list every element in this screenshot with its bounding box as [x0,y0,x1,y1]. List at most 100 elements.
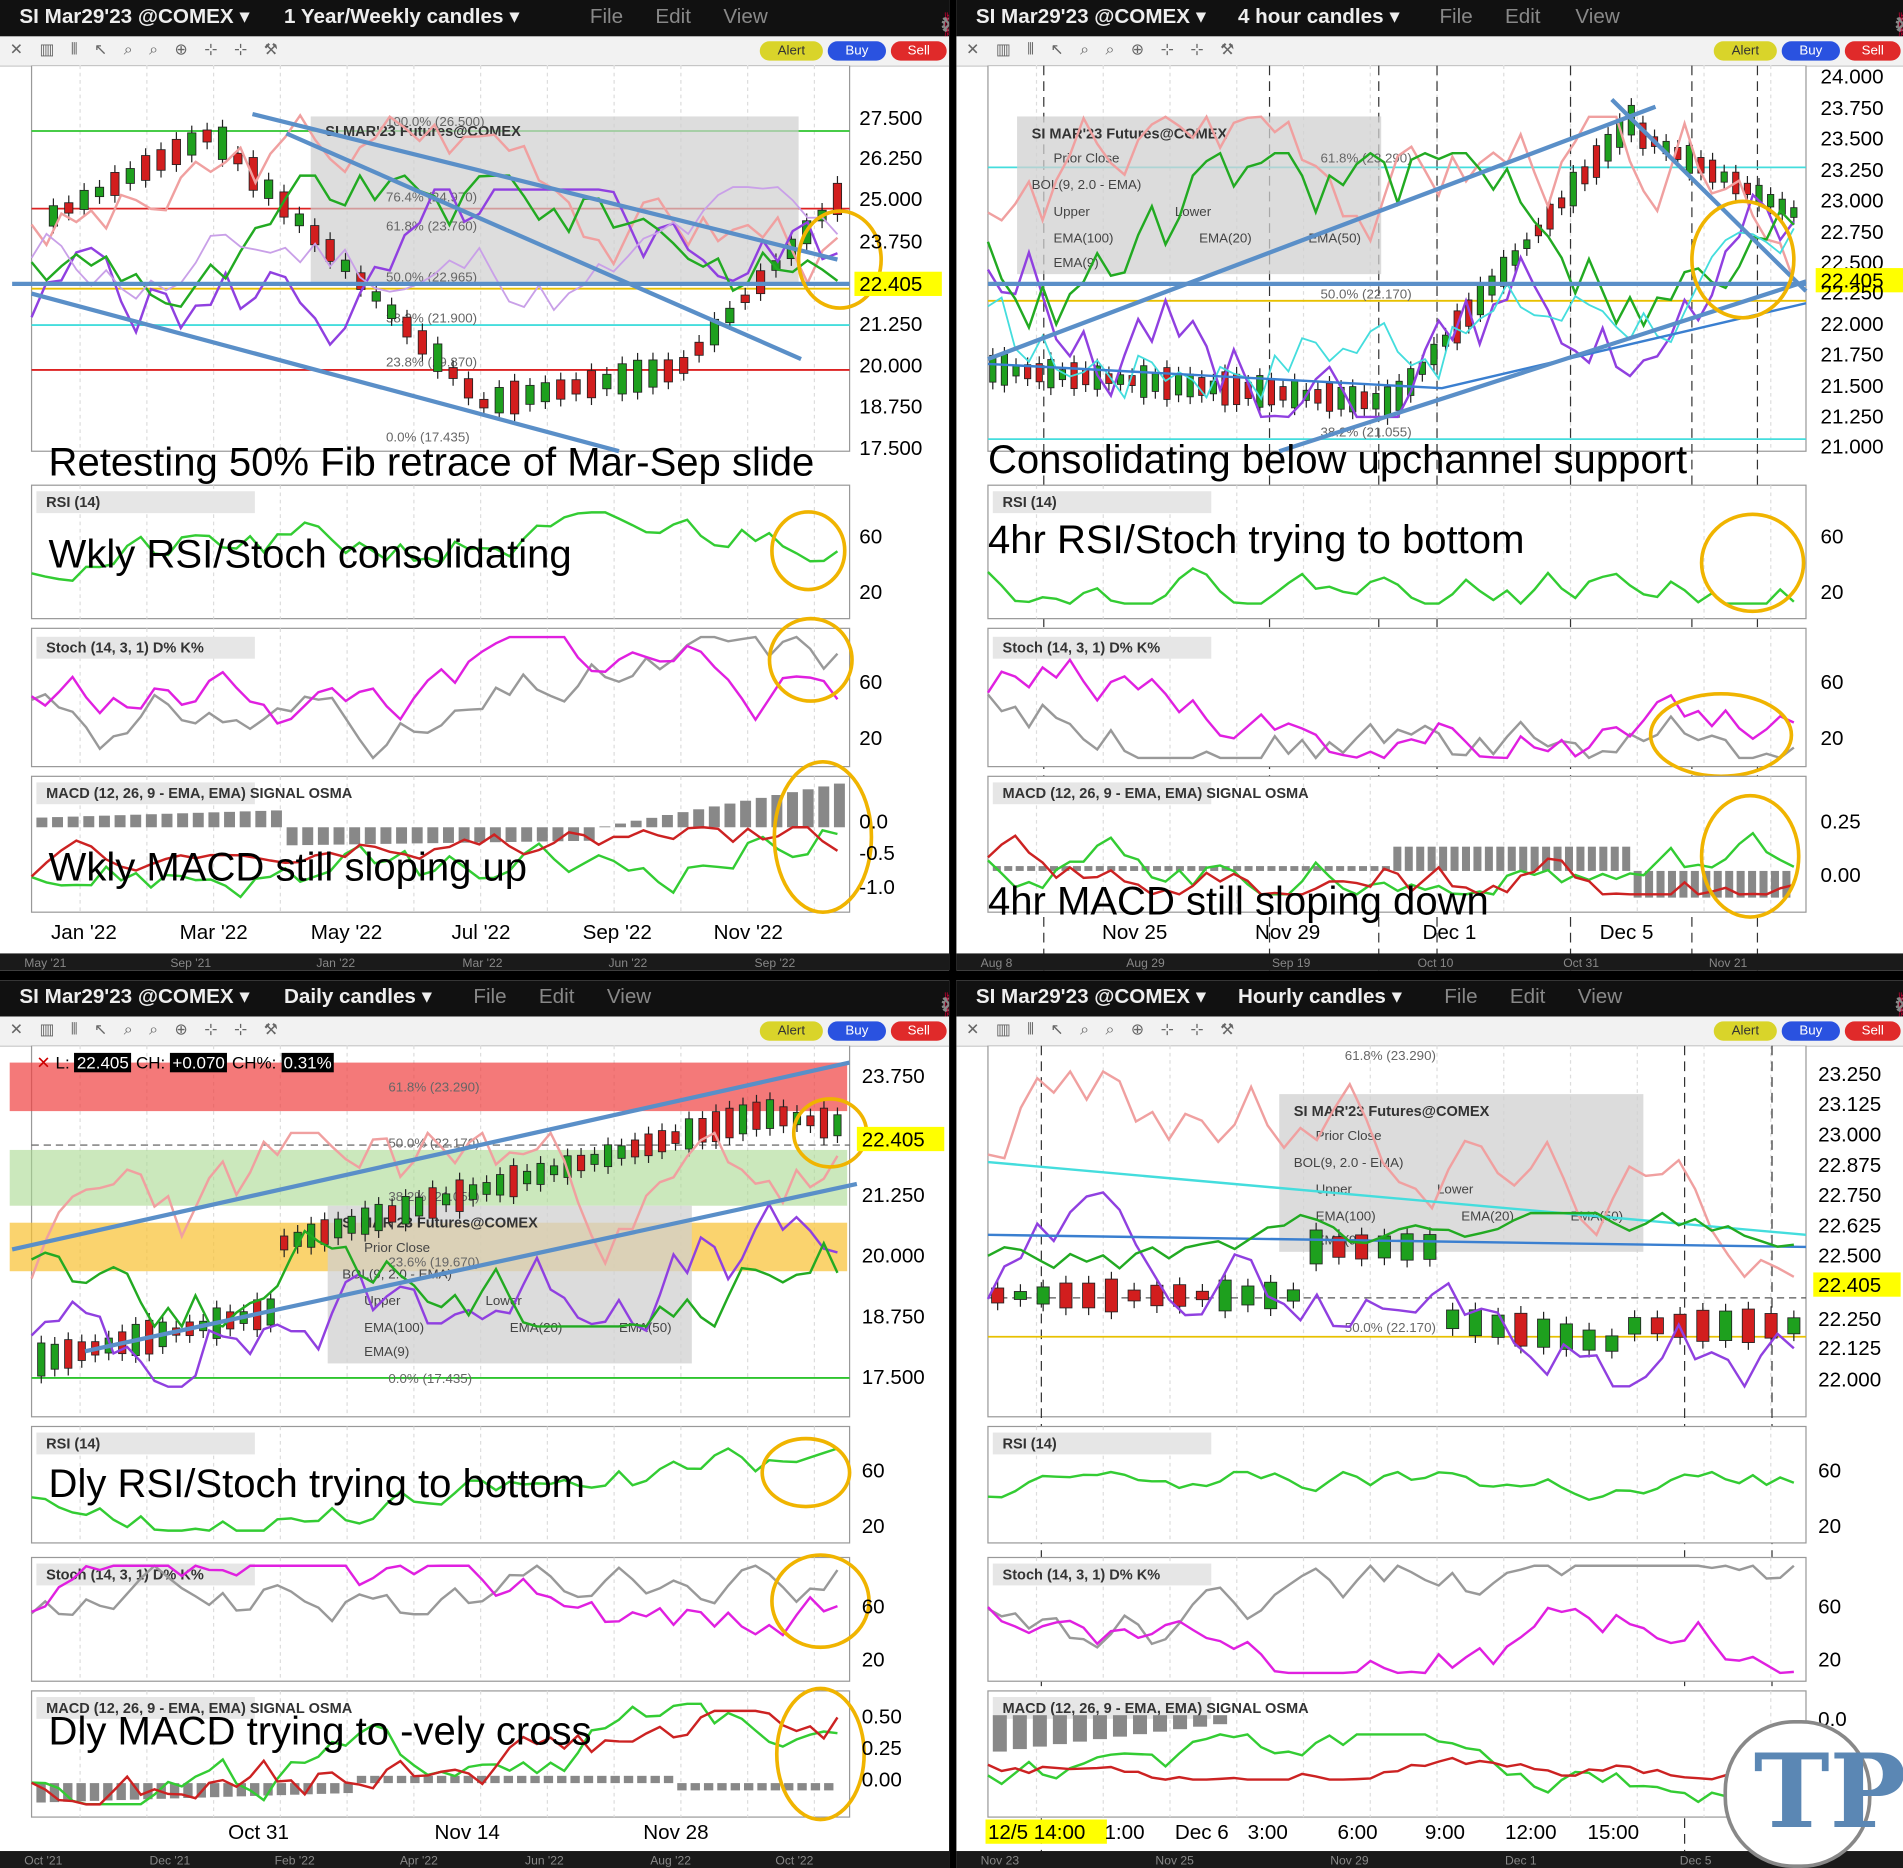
osma-bar [1015,866,1024,871]
osma-bar [1301,866,1310,871]
close-icon[interactable]: ✕ [939,10,949,40]
candle [556,379,566,400]
drawing-tools-icon[interactable]: ✕ ▥ ⫴ ↖ ⌕ ⌕ ⊕ ⊹ ⊹ ⚒ [966,1020,1241,1039]
rsi-y-tick: 20 [1818,1515,1841,1538]
osma-bar [1032,1715,1047,1747]
osma-bar [797,1783,807,1791]
osma-bar [1244,866,1253,871]
price-y-tick: 22.500 [1818,1245,1881,1268]
menu-edit[interactable]: Edit [1509,984,1546,1009]
osma-bar [427,827,439,844]
close-quote-icon[interactable]: ✕ [36,1052,51,1073]
menu-edit[interactable]: Edit [655,4,691,28]
stoch-legend: Stoch (14, 3, 1) D% K% [46,1567,204,1583]
alert-button[interactable]: Alert [759,41,823,61]
osma-bar [443,827,454,843]
buy-button[interactable]: Buy [827,1021,887,1041]
osma-bar [637,1775,647,1784]
drawing-tools-icon[interactable]: ✕ ▥ ⫴ ↖ ⌕ ⌕ ⊕ ⊹ ⊹ ⚒ [966,40,1241,59]
period-selector[interactable]: 1 Year/Weekly candles ▾ [284,4,520,28]
candle [1377,1235,1391,1259]
annotation-circle [772,759,874,914]
period-selector[interactable]: Hourly candles ▾ [1237,984,1402,1009]
candle [603,1144,613,1168]
sell-button[interactable]: Sell [890,41,947,61]
close-icon[interactable]: ✕ [1893,10,1903,40]
bollinger-upper [987,114,1795,282]
menu-edit[interactable]: Edit [1504,4,1541,28]
link-icon[interactable]: ⛓ [1893,10,1903,40]
4hour-chart[interactable]: SI MAR'23 Futures@COMEX Prior Close BOL(9,… [956,65,1903,971]
legend-bg [992,1696,1212,1719]
annotation-circle [760,1436,852,1509]
menu-view[interactable]: View [1575,4,1620,28]
link-icon[interactable]: ⛓ [939,10,949,40]
menu-file[interactable]: File [1444,984,1478,1009]
note-4hour-3: 4hr MACD still sloping down [987,878,1489,924]
candle [496,1174,505,1196]
candle [187,132,197,156]
buy-button[interactable]: Buy [827,41,887,61]
legend-item: EMA(20) [1461,1208,1514,1223]
osma-bar [423,1775,433,1784]
hourly-chart[interactable]: SI MAR'23 Futures@COMEX Prior Close BOL(9,… [956,1045,1903,1868]
link-icon[interactable]: ⛓ [939,990,949,1020]
period-selector[interactable]: Daily candles ▾ [284,984,433,1009]
ema100 [987,1233,1807,1249]
symbol-selector[interactable]: SI Mar29'23 @COMEX ▾ [19,984,250,1009]
gear-icon[interactable]: ⚙ [939,10,949,40]
symbol-selector[interactable]: SI Mar29'23 @COMEX ▾ [19,4,250,28]
close-icon[interactable]: ✕ [1893,990,1903,1020]
candle [64,202,74,214]
menu-file[interactable]: File [589,4,624,28]
candle [523,1170,532,1185]
candle [1264,1281,1278,1310]
osma-bar [1012,1715,1027,1750]
zone-red [9,1062,848,1112]
drawing-tools-icon[interactable]: ✕ ▥ ⫴ ↖ ⌕ ⌕ ⊕ ⊹ ⊹ ⚒ [9,1020,284,1039]
trend-line [31,291,620,454]
menu-view[interactable]: View [723,4,768,28]
symbol-selector[interactable]: SI Mar29'23 @COMEX ▾ [975,4,1207,28]
osma-bar [1210,866,1219,871]
gear-icon[interactable]: ⚙ [939,990,949,1020]
buy-button[interactable]: Buy [1781,41,1840,61]
candle [1592,145,1601,178]
candle [1790,207,1798,218]
alert-button[interactable]: Alert [759,1021,823,1041]
scrollbar [0,953,950,971]
drawing-tools-icon[interactable]: ✕ ▥ ⫴ ↖ ⌕ ⌕ ⊕ ⊹ ⊹ ⚒ [9,40,284,59]
close-icon[interactable]: ✕ [939,990,949,1020]
price-y-tick: 21.000 [1821,436,1884,459]
fib-label: 61.8% (23.290) [1345,1048,1436,1063]
sell-button[interactable]: Sell [1844,41,1901,61]
symbol-selector[interactable]: SI Mar29'23 @COMEX ▾ [975,984,1207,1009]
sell-button[interactable]: Sell [890,1021,947,1041]
fib-label: 100.0% (26.500) [386,114,485,129]
candle [1514,1312,1528,1347]
alert-button[interactable]: Alert [1713,1021,1777,1041]
stoch-k [31,1564,838,1637]
sell-button[interactable]: Sell [1844,1021,1901,1041]
period-selector[interactable]: 4 hour candles ▾ [1237,4,1400,28]
osma-bar [770,1783,781,1791]
gear-icon[interactable]: ⚙ [1893,990,1903,1020]
alert-button[interactable]: Alert [1713,41,1777,61]
gear-icon[interactable]: ⚙ [1893,10,1903,40]
menu-view[interactable]: View [606,984,652,1009]
osma-bar [521,827,533,842]
menu-edit[interactable]: Edit [538,984,575,1009]
osma-bar [787,792,798,828]
osma-bar [1173,1715,1188,1730]
osma-bar [1461,846,1470,871]
menu-file[interactable]: File [473,984,507,1009]
buy-button[interactable]: Buy [1781,1021,1840,1041]
osma-bar [396,1775,407,1784]
link-icon[interactable]: ⛓ [1893,990,1903,1020]
menu-view[interactable]: View [1577,984,1623,1009]
menu-file[interactable]: File [1439,4,1473,28]
candle [334,1218,343,1239]
osma-bar [755,797,767,828]
